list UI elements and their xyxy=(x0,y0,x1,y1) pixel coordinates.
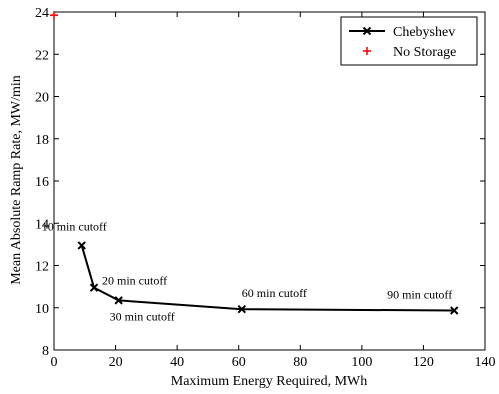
marker-stroke xyxy=(450,306,459,315)
data-point-chebyshev xyxy=(77,241,86,250)
x-axis-label: Maximum Energy Required, MWh xyxy=(171,374,368,389)
x-tick-label: 100 xyxy=(351,355,372,370)
marker-stroke xyxy=(89,283,99,292)
x-tick-label: 120 xyxy=(413,355,434,370)
marker-stroke xyxy=(362,26,372,36)
annotation-label: 90 min cutoff xyxy=(387,287,452,301)
legend-marker-no-storage xyxy=(363,47,371,55)
y-tick-label: 8 xyxy=(42,344,49,359)
data-point-chebyshev xyxy=(237,305,246,314)
y-tick-label: 12 xyxy=(35,260,49,275)
legend-marker-chebyshev xyxy=(362,26,372,36)
x-tick-label: 140 xyxy=(475,355,496,370)
data-point-chebyshev xyxy=(89,283,99,292)
x-tick-label: 20 xyxy=(109,355,123,370)
x-tick-label: 80 xyxy=(293,355,307,370)
y-tick-label: 24 xyxy=(35,6,49,21)
y-tick-label: 14 xyxy=(35,217,49,232)
y-tick-label: 22 xyxy=(35,48,49,63)
marker-stroke xyxy=(237,305,246,314)
legend-label-no-storage: No Storage xyxy=(393,45,456,60)
annotation-label: 10 min cutoff xyxy=(42,219,107,233)
annotation-label: 60 min cutoff xyxy=(242,286,307,300)
y-tick-label: 10 xyxy=(35,302,49,317)
annotation-label: 20 min cutoff xyxy=(102,274,167,288)
data-point-no-storage xyxy=(50,11,58,20)
data-point-chebyshev xyxy=(450,306,459,315)
marker-stroke xyxy=(77,241,86,250)
x-tick-label: 60 xyxy=(232,355,246,370)
y-axis-label: Mean Absolute Ramp Rate, MW/min xyxy=(9,75,24,285)
annotation-label: 30 min cutoff xyxy=(110,309,175,323)
x-tick-label: 0 xyxy=(51,355,58,370)
legend-box xyxy=(340,16,478,66)
data-point-chebyshev xyxy=(114,296,123,305)
y-tick-label: 18 xyxy=(35,133,49,148)
legend-label-chebyshev: Chebyshev xyxy=(393,25,455,40)
y-tick-label: 20 xyxy=(35,91,49,106)
marker-stroke xyxy=(114,296,123,305)
x-tick-label: 40 xyxy=(170,355,184,370)
y-tick-label: 16 xyxy=(35,175,49,190)
